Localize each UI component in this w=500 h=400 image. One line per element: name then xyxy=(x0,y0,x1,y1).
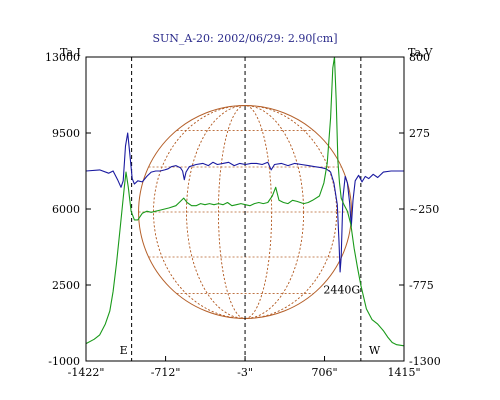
right-tick-label: 800 xyxy=(409,51,430,64)
left-tick-label: -1000 xyxy=(48,355,80,368)
x-tick-label: -3" xyxy=(237,366,253,379)
marker-label: W xyxy=(369,344,381,357)
annotation-label: 2440G xyxy=(323,284,360,297)
right-tick-label: ~250 xyxy=(409,203,439,216)
x-tick-label: -712" xyxy=(151,366,181,379)
series-line-0 xyxy=(85,132,404,273)
marker-label: E xyxy=(120,344,128,357)
series-line-1 xyxy=(85,56,405,347)
series-lines xyxy=(85,56,405,347)
solar-meridian xyxy=(153,105,338,319)
left-axis-label: Ta,I xyxy=(60,46,81,59)
left-tick-label: 9500 xyxy=(52,127,80,140)
left-tick-label: 2500 xyxy=(52,279,80,292)
chart-title: SUN_A-20: 2002/06/29: 2.90[cm] xyxy=(152,32,337,45)
left-tick-label: 6000 xyxy=(52,203,80,216)
right-tick-label: 275 xyxy=(409,127,430,140)
right-tick-label: -1300 xyxy=(409,355,441,368)
solar-meridian xyxy=(218,105,273,319)
left-tick-label: 13000 xyxy=(45,51,80,64)
axis-ticks: 13000 9500 6000 2500 -1000 800 275 ~250 -775 -130… xyxy=(45,51,441,379)
right-tick-label: -775 xyxy=(409,279,434,292)
x-tick-label: 1415" xyxy=(387,366,420,379)
x-tick-label: -1422" xyxy=(68,366,105,379)
x-tick-label: 706" xyxy=(311,366,337,379)
annotations: 2440G xyxy=(323,284,360,297)
right-axis-label: Ta,V xyxy=(408,46,434,59)
